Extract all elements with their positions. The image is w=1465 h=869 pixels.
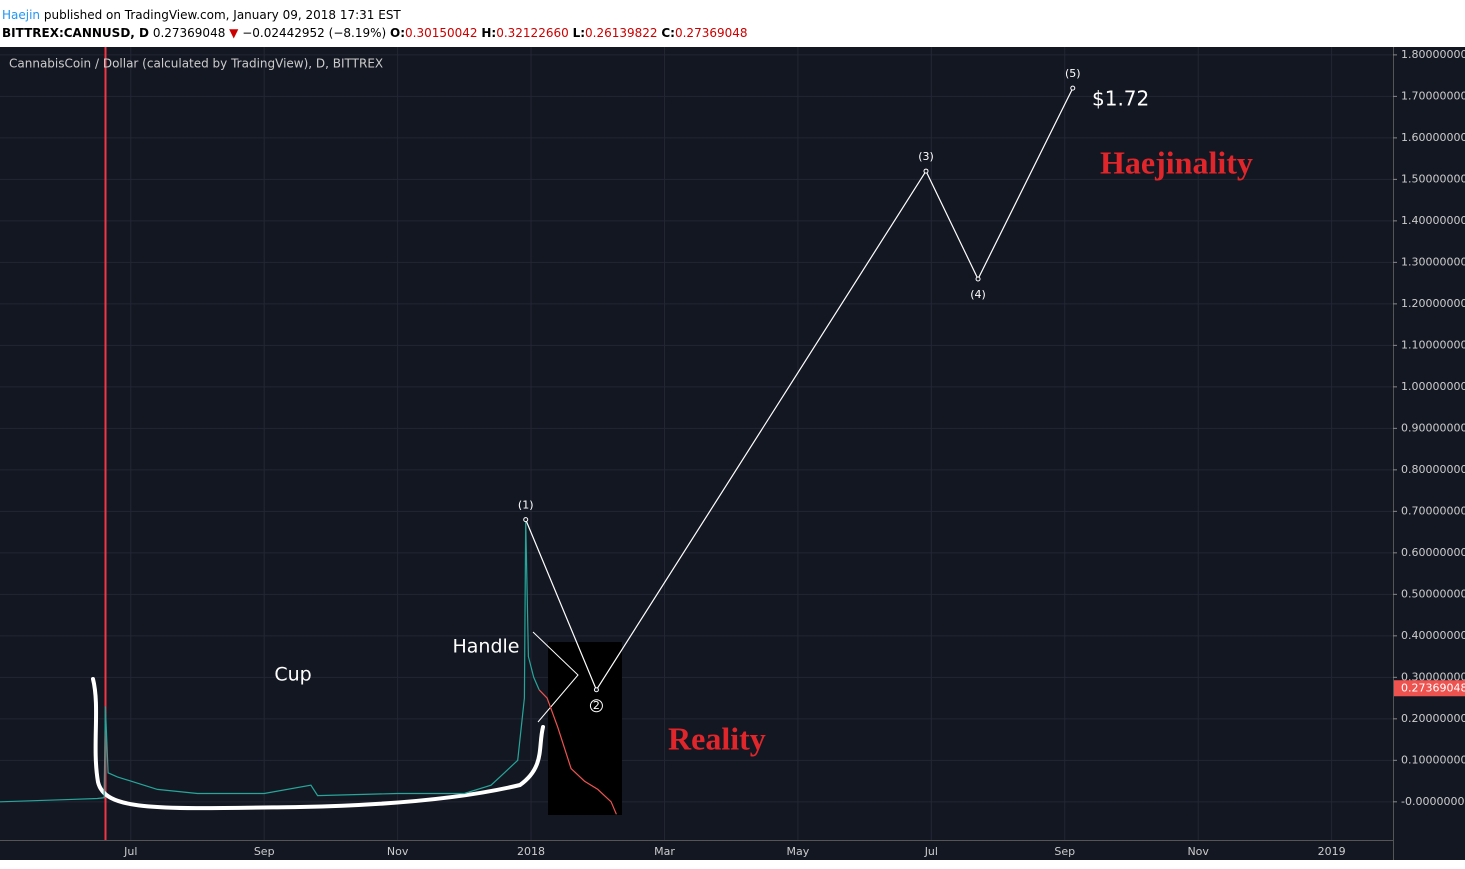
series-line: [0, 519, 540, 803]
last-price-label: 0.27369048: [1401, 681, 1465, 694]
y-tick-label: 0.90000000: [1401, 421, 1465, 434]
x-tick-label: Jul: [123, 845, 137, 858]
wave-point: [523, 517, 529, 523]
y-tick-label: 0.70000000: [1401, 504, 1465, 517]
x-tick-label: Nov: [387, 845, 409, 858]
annotation: $1.72: [1092, 87, 1149, 111]
chart-title: CannabisCoin / Dollar (calculated by Tra…: [9, 57, 383, 71]
x-tick-label: Sep: [1054, 845, 1075, 858]
wave-ring: [589, 699, 603, 713]
chart: (1) 2 (3) (4) (5) CannabisCoin / Dollar (cal…: [0, 47, 1465, 869]
y-tick-label: 0.50000000: [1401, 587, 1465, 600]
annotation: Cup: [274, 664, 311, 686]
arrow: ▼: [229, 26, 239, 40]
y-tick-label: 0.10000000: [1401, 753, 1465, 766]
y-tick-label: 1.80000000: [1401, 48, 1465, 61]
x-tick-label: Mar: [654, 845, 675, 858]
o-label: O:: [390, 26, 405, 40]
change: −0.02442952 (−8.19%): [242, 26, 387, 40]
symbol: BITTREX:CANNUSD, D: [2, 26, 149, 40]
y-tick-label: 0.20000000: [1401, 712, 1465, 725]
published: published on TradingView.com, January 09…: [40, 8, 401, 22]
y-tick-label: 1.20000000: [1401, 297, 1465, 310]
handle-drawing: [532, 631, 579, 723]
x-tick-label: Jul: [924, 845, 938, 858]
y-tick-label: 1.40000000: [1401, 214, 1465, 227]
last-price-tag: [1394, 680, 1465, 697]
y-tick-label: 1.00000000: [1401, 380, 1465, 393]
x-tick-label: Nov: [1187, 845, 1209, 858]
annotation: Handle: [452, 636, 519, 658]
wave-label: 2: [593, 699, 600, 712]
publish-line: Haejin published on TradingView.com, Jan…: [2, 7, 401, 23]
open: 0.30150042: [405, 26, 478, 40]
close: 0.27369048: [674, 26, 748, 40]
x-tick-label: 2018: [517, 845, 545, 858]
annotation: Reality: [668, 720, 766, 756]
x-tick-label: 2019: [1318, 845, 1346, 858]
series-line: [538, 689, 617, 815]
x-tick-label: May: [787, 845, 810, 858]
y-tick-label: 1.10000000: [1401, 338, 1465, 351]
wave-point: [1070, 85, 1076, 91]
wave-label: (4): [970, 288, 986, 301]
last: 0.27369048: [152, 26, 226, 40]
reality-inset: [548, 642, 622, 815]
l-label: L:: [572, 26, 586, 40]
author[interactable]: Haejin: [2, 8, 41, 22]
wave-label: (1): [518, 499, 534, 512]
y-tick-label: 1.70000000: [1401, 89, 1465, 102]
wave-point: [923, 168, 929, 174]
ohlc-line: BITTREX:CANNUSD, D 0.27369048 ▼ −0.02442…: [2, 25, 748, 41]
plot-bg: [0, 47, 1393, 860]
y-tick-label: 0.80000000: [1401, 463, 1465, 476]
wave-point: [593, 687, 599, 693]
wave-label: (5): [1065, 67, 1081, 80]
h-label: H:: [481, 26, 497, 40]
cup-drawing: [91, 677, 545, 811]
y-tick-label: 1.30000000: [1401, 255, 1465, 268]
y-tick-label: 1.60000000: [1401, 131, 1465, 144]
y-tick-label: 0.30000000: [1401, 670, 1465, 683]
y-tick-label: 0.60000000: [1401, 546, 1465, 559]
annotation: Haejinality: [1100, 144, 1253, 180]
header: Haejin published on TradingView.com, Jan…: [0, 0, 1465, 47]
x-tick-label: Sep: [254, 845, 275, 858]
high: 0.32122660: [496, 26, 569, 40]
price-axis-bg: [1393, 47, 1465, 860]
bottom-strip: [0, 860, 1465, 869]
y-tick-label: 1.50000000: [1401, 172, 1465, 185]
y-tick-label: 0.40000000: [1401, 629, 1465, 642]
low: 0.26139822: [585, 26, 658, 40]
wave-point: [975, 276, 981, 282]
y-tick-label: -0.00000000: [1401, 795, 1465, 808]
wave-label: (3): [918, 150, 934, 163]
c-label: C:: [661, 26, 675, 40]
